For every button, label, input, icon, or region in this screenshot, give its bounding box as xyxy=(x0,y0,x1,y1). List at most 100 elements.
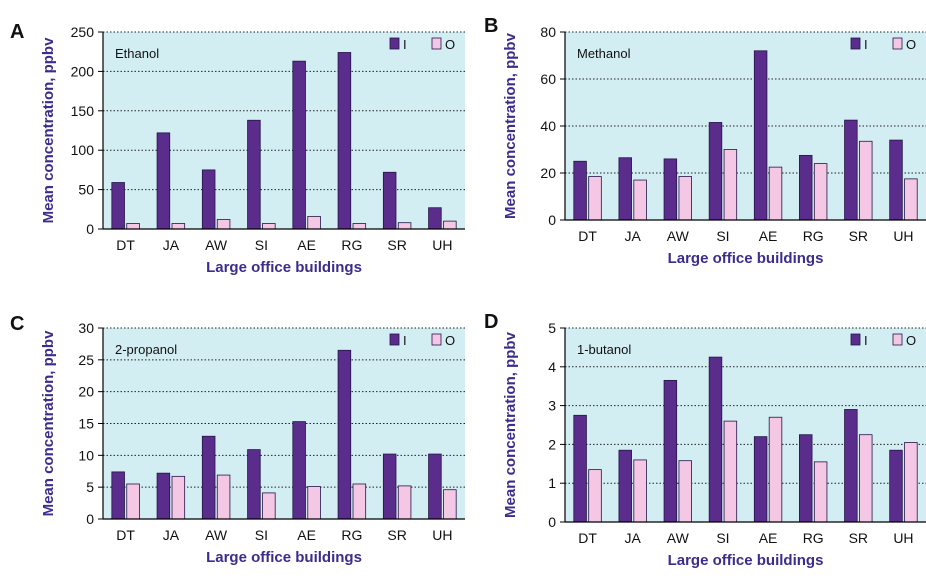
bar-i-rg xyxy=(799,435,812,522)
x-tick-label: RG xyxy=(341,237,362,253)
x-tick-label: SR xyxy=(387,527,406,543)
bar-i-rg xyxy=(338,52,351,229)
bar-i-sr xyxy=(845,120,858,220)
x-tick-label: SR xyxy=(849,228,868,244)
bar-o-sr xyxy=(859,435,872,522)
bar-o-ae xyxy=(308,487,321,519)
x-tick-label: AW xyxy=(205,527,228,543)
bar-o-si xyxy=(724,421,737,522)
x-tick-label: UH xyxy=(893,530,913,546)
bar-o-si xyxy=(724,150,737,221)
series-title: Ethanol xyxy=(115,46,159,61)
y-tick-label: 20 xyxy=(540,165,556,181)
x-tick-label: AW xyxy=(667,530,690,546)
bar-i-dt xyxy=(574,415,587,522)
bar-o-rg xyxy=(814,164,827,220)
y-tick-label: 200 xyxy=(71,63,95,79)
x-axis-title: Large office buildings xyxy=(668,250,824,267)
x-tick-label: DT xyxy=(116,527,135,543)
bar-i-dt xyxy=(112,472,125,519)
bar-i-ae xyxy=(293,61,306,229)
y-tick-label: 20 xyxy=(78,384,94,400)
bar-o-sr xyxy=(398,486,411,519)
legend-label-o: O xyxy=(906,37,916,52)
legend-swatch-i xyxy=(390,38,399,49)
bar-o-sr xyxy=(859,141,872,220)
bar-o-uh xyxy=(905,442,918,522)
x-tick-label: DT xyxy=(116,237,135,253)
bar-i-si xyxy=(709,122,722,220)
bar-o-uh xyxy=(444,490,457,519)
series-title: Methanol xyxy=(577,46,631,61)
bar-o-si xyxy=(263,223,276,229)
panel-letter: B xyxy=(484,15,498,37)
bar-o-dt xyxy=(127,484,140,519)
bar-i-aw xyxy=(664,159,677,220)
y-axis-title: Mean concentration, ppbv xyxy=(40,330,57,517)
bar-o-dt xyxy=(127,223,140,229)
y-tick-label: 100 xyxy=(71,142,95,158)
legend-label-i: I xyxy=(403,37,407,52)
x-axis-title: Large office buildings xyxy=(206,549,362,566)
panel-d: DT JA AW SI AE RG SR UH 0 1 2 3 4 5 1-butanol I O Large o… xyxy=(484,311,926,569)
bar-o-ja xyxy=(634,180,647,220)
bar-i-uh xyxy=(429,208,442,229)
legend-label-o: O xyxy=(445,333,455,348)
bar-i-si xyxy=(709,357,722,522)
x-tick-label: AE xyxy=(759,530,778,546)
y-tick-label: 0 xyxy=(548,514,556,530)
x-tick-label: UH xyxy=(432,237,452,253)
legend-swatch-i xyxy=(390,334,399,345)
bar-i-sr xyxy=(845,409,858,522)
x-tick-label: JA xyxy=(163,237,180,253)
bar-o-sr xyxy=(398,223,411,229)
legend-label-o: O xyxy=(445,37,455,52)
x-tick-label: RG xyxy=(803,530,824,546)
x-tick-label: SI xyxy=(255,527,268,543)
x-tick-label: SI xyxy=(716,228,729,244)
y-tick-label: 80 xyxy=(540,24,556,40)
x-tick-label: UH xyxy=(893,228,913,244)
bar-o-aw xyxy=(679,461,692,522)
y-tick-label: 4 xyxy=(548,359,556,375)
panel-letter: C xyxy=(10,313,24,335)
x-tick-label: RG xyxy=(803,228,824,244)
y-tick-label: 30 xyxy=(78,320,94,336)
y-tick-label: 40 xyxy=(540,118,556,134)
y-axis-title: Mean concentration, ppbv xyxy=(502,32,519,219)
panel-letter: A xyxy=(10,21,24,43)
x-tick-label: JA xyxy=(163,527,180,543)
x-tick-label: AE xyxy=(297,237,316,253)
panel-c: DT JA AW SI AE RG SR UH 0 5 10 15 20 25 30 2-propanol I O… xyxy=(10,313,465,566)
y-tick-label: 3 xyxy=(548,398,556,414)
bar-o-ae xyxy=(308,216,321,229)
y-axis-title: Mean concentration, ppbv xyxy=(40,37,57,224)
y-tick-label: 5 xyxy=(548,320,556,336)
legend-swatch-i xyxy=(851,334,860,345)
legend-label-o: O xyxy=(906,333,916,348)
legend-swatch-i xyxy=(851,38,860,49)
x-tick-label: DT xyxy=(578,530,597,546)
bar-o-rg xyxy=(814,462,827,522)
bar-o-aw xyxy=(217,220,230,229)
x-tick-label: AW xyxy=(205,237,228,253)
bar-o-rg xyxy=(353,223,366,229)
bar-o-ae xyxy=(769,417,782,522)
x-tick-label: JA xyxy=(625,530,642,546)
legend-label-i: I xyxy=(864,37,868,52)
bar-i-ja xyxy=(157,133,170,229)
bar-o-aw xyxy=(679,177,692,220)
y-tick-label: 50 xyxy=(78,182,94,198)
x-tick-label: SI xyxy=(255,237,268,253)
bar-i-ae xyxy=(754,51,767,220)
bar-o-dt xyxy=(589,177,602,220)
bar-i-ae xyxy=(293,422,306,519)
x-tick-label: SR xyxy=(387,237,406,253)
legend-label-i: I xyxy=(864,333,868,348)
x-tick-label: RG xyxy=(341,527,362,543)
panel-letter: D xyxy=(484,311,498,333)
x-tick-label: AE xyxy=(759,228,778,244)
legend-swatch-o xyxy=(432,334,441,345)
